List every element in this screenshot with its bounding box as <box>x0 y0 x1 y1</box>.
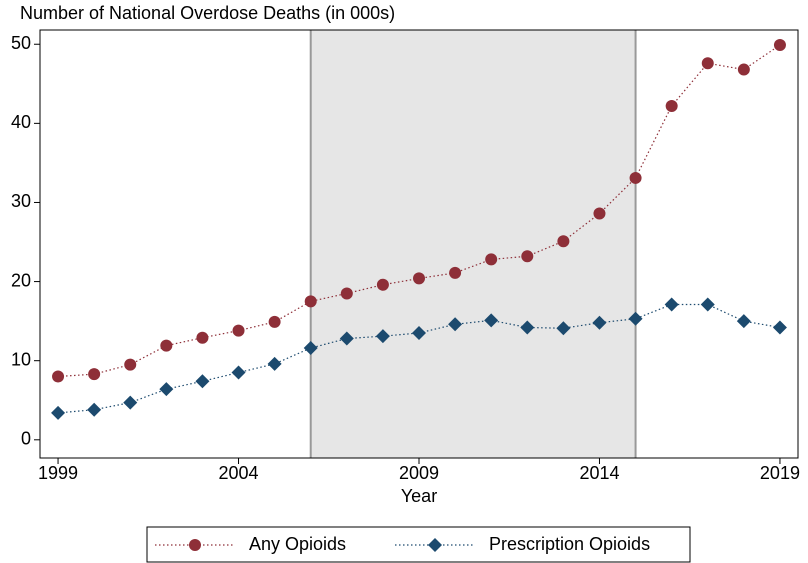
data-point <box>629 171 642 184</box>
legend-marker <box>189 539 201 551</box>
data-point <box>123 395 138 410</box>
data-point <box>664 297 679 312</box>
y-tick-label: 10 <box>11 349 31 369</box>
data-point <box>736 314 751 329</box>
data-point <box>665 99 678 112</box>
data-point <box>51 405 66 420</box>
x-axis-label: Year <box>401 486 437 506</box>
data-point <box>413 272 425 285</box>
data-point <box>232 324 245 337</box>
y-tick-label: 50 <box>11 33 31 53</box>
data-point <box>449 266 462 279</box>
data-point <box>375 329 390 344</box>
data-point <box>376 278 389 291</box>
data-point <box>485 253 498 266</box>
data-point <box>303 341 318 356</box>
data-point <box>557 235 570 248</box>
shaded-region <box>310 30 636 458</box>
data-point <box>195 374 210 389</box>
data-point <box>700 297 715 312</box>
data-point <box>160 339 173 352</box>
data-point <box>339 331 354 346</box>
data-point <box>340 287 353 300</box>
series-line <box>57 303 781 414</box>
data-point <box>88 368 101 381</box>
data-point <box>593 207 606 220</box>
data-point <box>772 320 787 335</box>
data-point <box>52 370 65 383</box>
data-point <box>267 356 282 371</box>
y-tick-label: 30 <box>11 191 31 211</box>
data-point <box>268 315 281 328</box>
data-point <box>196 331 209 344</box>
legend-label: Prescription Opioids <box>489 534 650 554</box>
x-tick-label: 2019 <box>760 463 800 483</box>
data-point <box>773 39 786 52</box>
y-tick-label: 20 <box>11 270 31 290</box>
data-point <box>231 365 246 380</box>
data-point <box>124 358 137 371</box>
data-point <box>520 320 535 335</box>
data-point <box>448 317 463 332</box>
y-tick-label: 0 <box>21 429 31 449</box>
legend-box <box>146 526 691 563</box>
data-point <box>521 250 534 263</box>
x-tick-label: 1999 <box>38 463 78 483</box>
data-point <box>304 295 317 308</box>
x-tick-label: 2014 <box>579 463 619 483</box>
x-tick-label: 2004 <box>219 463 259 483</box>
data-point <box>484 313 499 328</box>
chart-title: Number of National Overdose Deaths (in 0… <box>20 3 395 23</box>
x-tick-label: 2009 <box>399 463 439 483</box>
data-point <box>592 315 607 330</box>
legend-marker <box>428 538 442 552</box>
data-point <box>159 382 174 397</box>
legend-label: Any Opioids <box>249 534 346 554</box>
data-point <box>701 57 714 70</box>
data-point <box>737 63 750 76</box>
data-point <box>556 321 571 336</box>
data-point <box>87 402 102 417</box>
data-point <box>412 326 426 341</box>
y-tick-label: 40 <box>11 112 31 132</box>
data-point <box>628 311 643 326</box>
